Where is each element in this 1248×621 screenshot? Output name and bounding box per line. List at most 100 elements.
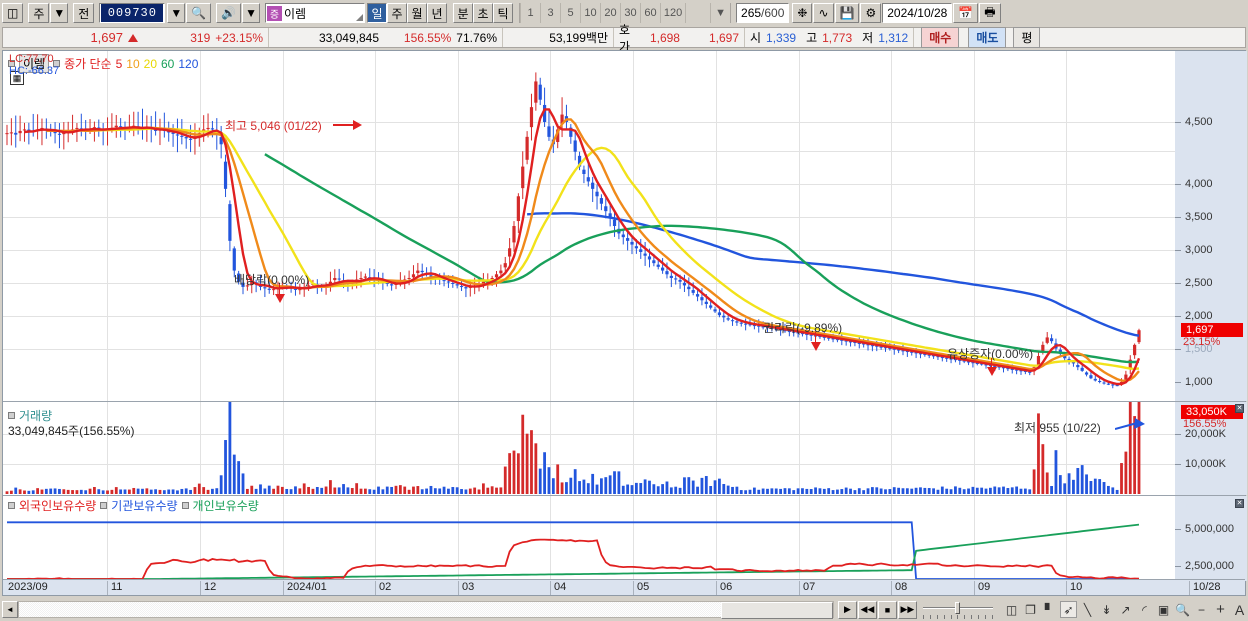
x-tick-6: 04 <box>550 581 566 595</box>
legend-foreign-holdings: 외국인보유수량 <box>19 499 97 513</box>
holdings-panel-close-icon[interactable]: ✕ <box>1235 499 1244 508</box>
unit-button-second[interactable]: 초 <box>473 3 494 23</box>
bar-count-display[interactable]: 265/600 <box>736 3 790 23</box>
sound-icon[interactable]: 🔊 <box>216 3 242 23</box>
volume-toggle-icon[interactable] <box>8 412 15 419</box>
sell-button[interactable]: 매도 <box>968 27 1007 48</box>
legend-stock-name: 이렘 <box>19 54 50 73</box>
search-icon[interactable]: 🔍 <box>186 3 212 23</box>
institution-toggle-icon[interactable] <box>100 502 108 509</box>
zoom-out-icon[interactable]: − <box>1197 602 1205 617</box>
zigzag-icon[interactable]: ↡ <box>1101 602 1112 617</box>
zoom-in-icon[interactable]: + <box>1216 601 1225 618</box>
magnet-icon[interactable]: ◜ <box>1142 602 1147 617</box>
period-button-day[interactable]: 일 <box>367 3 388 23</box>
chevron-down-icon[interactable]: ▼ <box>50 3 69 23</box>
current-price-tag: 1,697 <box>1181 323 1243 337</box>
price-candles-svg <box>5 72 1141 389</box>
stop-icon[interactable]: ■ <box>877 600 897 619</box>
horizontal-scrollbar[interactable]: ◄ <box>2 599 834 620</box>
up-triangle-icon <box>128 33 138 42</box>
cursor-icon[interactable]: ➶ <box>1060 601 1077 618</box>
forward-icon[interactable]: ▶▶ <box>897 600 917 619</box>
quote-volume-ratio-cell: 156.55% 71.76% <box>384 28 502 47</box>
period-button-week[interactable]: 주 <box>387 3 408 23</box>
x-tick-13: 10/28 <box>1189 581 1221 595</box>
tick-dropdown-icon[interactable]: ▼ <box>710 3 731 23</box>
tick-button-60[interactable]: 60 <box>640 3 661 23</box>
legend-toggle-icon[interactable] <box>8 60 15 67</box>
tick-button-5[interactable]: 5 <box>560 3 581 23</box>
save-icon[interactable]: 💾 <box>834 3 860 23</box>
scroll-thumb[interactable] <box>720 602 833 619</box>
text-icon[interactable]: A <box>1234 601 1245 618</box>
quote-high-label: 고 <box>806 31 818 45</box>
period-button-year[interactable]: 년 <box>427 3 448 23</box>
quote-amount: 53,199백만 <box>549 31 608 45</box>
prev-button[interactable]: 전 <box>73 3 95 23</box>
tick-button-120[interactable]: 120 <box>660 3 686 23</box>
foreign-toggle-icon[interactable] <box>8 502 15 509</box>
sound-dropdown-icon[interactable]: ▼ <box>242 3 261 23</box>
rewind-icon[interactable]: ◀◀ <box>857 600 877 619</box>
price-tick-4500: 4,500 <box>1185 116 1213 128</box>
price-tick-1000: 1,000 <box>1185 376 1213 388</box>
gear-icon[interactable]: ⚙ <box>860 3 882 23</box>
stock-name-label: 이렘 <box>284 6 307 21</box>
period-button-month[interactable]: 월 <box>407 3 428 23</box>
unit-button-minute[interactable]: 분 <box>453 3 474 23</box>
print-icon[interactable]: 🖶 <box>979 3 1001 23</box>
price-tick-2500: 2,500 <box>1185 277 1213 289</box>
holdings-plot[interactable]: 외국인보유수량 기관보유수량 개인보유수량 <box>3 496 1175 581</box>
window-icon[interactable]: ◫ <box>2 3 24 23</box>
market-type-button[interactable]: 주 <box>28 3 50 23</box>
volume-panel-close-icon[interactable]: ✕ <box>1235 404 1244 413</box>
date-input[interactable]: 2024/10/28 <box>882 3 953 23</box>
zoom-slider-knob[interactable] <box>954 601 960 614</box>
grid-icon[interactable]: ▦ <box>10 71 24 85</box>
tick-button-3[interactable]: 3 <box>540 3 561 23</box>
fan-icon[interactable]: ↗ <box>1120 602 1131 617</box>
lc-label: LC:77.70 <box>9 53 54 65</box>
quote-low-cell: 저 1,312 <box>857 28 913 47</box>
indicator-icon[interactable]: ∿ <box>813 3 834 23</box>
stock-name-field[interactable]: 증 이렘 <box>265 3 366 23</box>
legend-ma-toggle-icon[interactable] <box>53 60 61 67</box>
x-tick-8: 06 <box>716 581 732 595</box>
current-volume-pct: 156.55% <box>1183 418 1227 430</box>
quote-change: 319 <box>190 30 211 45</box>
scroll-track[interactable] <box>18 601 834 619</box>
code-input-group[interactable]: 009730 <box>99 3 166 23</box>
ruler-icon[interactable]: ╲ <box>1083 602 1092 617</box>
zoom-slider[interactable] <box>922 601 993 619</box>
scroll-left-icon[interactable]: ◄ <box>2 601 18 618</box>
annotation-high: 최고 5,046 (01/22) <box>225 119 322 133</box>
x-tick-4: 02 <box>375 581 391 595</box>
code-input[interactable]: 009730 <box>101 4 164 22</box>
code-dropdown-icon[interactable]: ▼ <box>167 3 186 23</box>
chart-area[interactable]: 이렘 종가 단순 5 10 20 60 120 ▦ 최고 5,046 (01/2… <box>2 50 1247 596</box>
annotation-capital-increase: 유상증자(0.00%) <box>947 347 1034 361</box>
buy-button[interactable]: 매수 <box>921 27 960 48</box>
price-tick-2000: 2,000 <box>1185 310 1213 322</box>
individual-toggle-icon[interactable] <box>181 502 189 509</box>
x-tick-11: 09 <box>974 581 990 595</box>
flat-button[interactable]: 평 <box>1013 27 1041 48</box>
calendar-icon[interactable]: 📅 <box>953 3 979 23</box>
magnify-icon[interactable]: 🔍 <box>1175 602 1190 617</box>
play-icon[interactable]: ▶ <box>837 600 857 619</box>
tick-button-1[interactable]: 1 <box>520 3 541 23</box>
unit-button-tick[interactable]: 틱 <box>493 3 514 23</box>
volume-plot[interactable]: 거래량 33,049,845주(156.55%) <box>3 402 1175 495</box>
tick-button-30[interactable]: 30 <box>620 3 641 23</box>
chart-type-icon[interactable]: ❉ <box>792 3 813 23</box>
copy-icon[interactable]: ❐ <box>1025 602 1036 617</box>
trend-icon[interactable]: ▘ <box>1044 602 1055 617</box>
bar-count-current: 265 <box>741 6 762 20</box>
tick-button-10[interactable]: 10 <box>580 3 601 23</box>
tick-button-20[interactable]: 20 <box>600 3 621 23</box>
layout-icon[interactable]: ◫ <box>1005 602 1018 617</box>
tick-custom-field[interactable] <box>685 3 711 23</box>
picture-icon[interactable]: ▣ <box>1157 602 1170 617</box>
price-plot[interactable]: 이렘 종가 단순 5 10 20 60 120 ▦ 최고 5,046 (01/2… <box>3 51 1175 435</box>
